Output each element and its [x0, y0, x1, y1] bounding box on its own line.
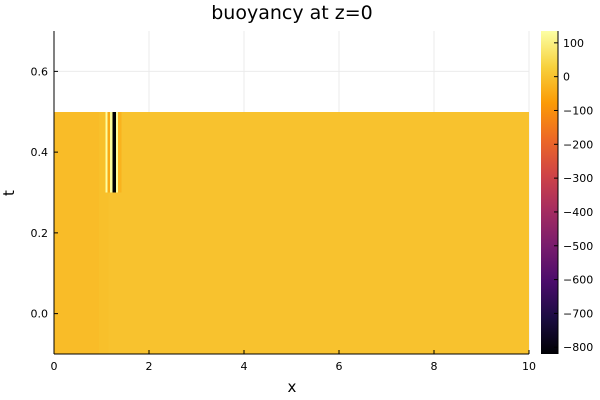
x-tick-label: 0: [51, 360, 58, 373]
heatmap-region: [99, 111, 109, 354]
heatmap-region: [54, 111, 102, 354]
y-axis-label: t: [0, 190, 18, 196]
y-tick-label: 0.0: [31, 308, 49, 321]
x-tick-label: 10: [522, 360, 536, 373]
y-tick-label: 0.6: [31, 65, 49, 78]
heatmap-cells: [54, 111, 529, 354]
x-axis-ticks: 0 2 4 6 8 10: [51, 350, 536, 373]
heatmap-front-stripe: [110, 111, 113, 193]
y-tick-label: 0.2: [31, 227, 49, 240]
x-tick-label: 4: [241, 360, 248, 373]
colorbar-tick-label: −800: [563, 341, 593, 354]
heatmap-front-stripe: [118, 111, 122, 193]
colorbar-tick-label: −100: [563, 104, 593, 117]
colorbar-tick-label: −300: [563, 172, 593, 185]
colorbar-tick-label: 0: [563, 71, 570, 84]
y-tick-label: 0.4: [31, 146, 49, 159]
x-axis-label: x: [288, 378, 297, 396]
heatmap-front-stripe: [112, 111, 116, 193]
x-tick-label: 6: [336, 360, 343, 373]
colorbar-gradient: [541, 31, 558, 354]
heatmap-region: [101, 111, 529, 354]
colorbar-tick-label: 100: [563, 37, 584, 50]
plot-axes: [53, 31, 529, 355]
colorbar-tick-label: −600: [563, 274, 593, 287]
x-tick-label: 2: [146, 360, 153, 373]
colorbar-tick-label: −500: [563, 240, 593, 253]
y-axis-ticks: 0.0 0.2 0.4 0.6: [31, 65, 58, 321]
heatmap-front-stripe: [107, 111, 111, 193]
colorbar-tick-label: −400: [563, 206, 593, 219]
heatmap-front-stripe: [105, 111, 108, 193]
colorbar-tick-label: −700: [563, 307, 593, 320]
colorbar-tick-label: −200: [563, 138, 593, 151]
colorbar: 100 0 −100 −200 −300 −400 −500 −600 −700 −800: [541, 31, 593, 354]
heatmap-front-stripe: [115, 111, 119, 193]
x-tick-label: 8: [431, 360, 438, 373]
chart-title: buoyancy at z=0: [211, 2, 373, 24]
